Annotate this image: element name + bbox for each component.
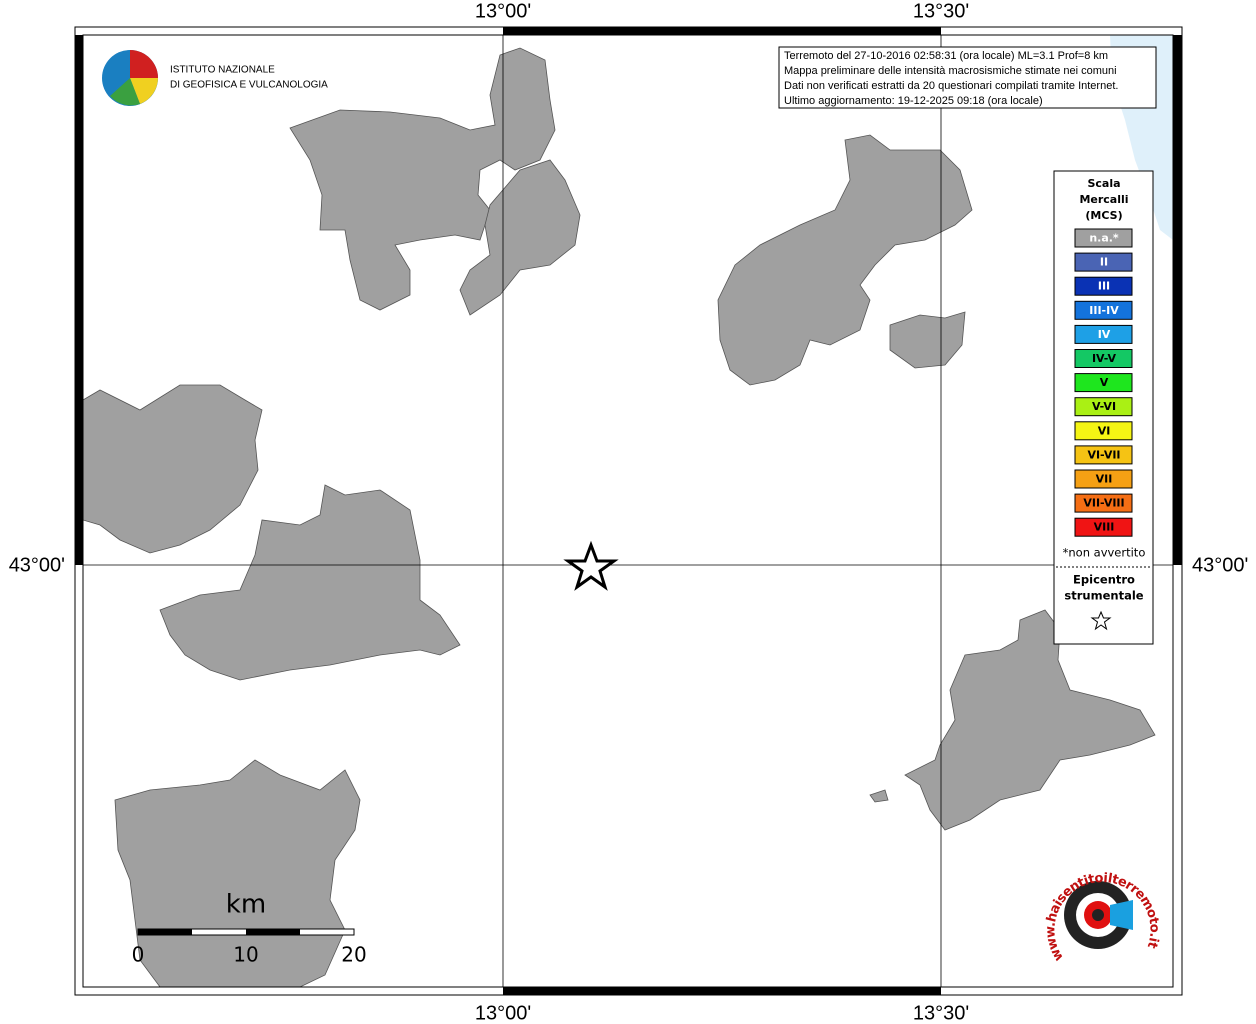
legend-swatch	[1074, 493, 1133, 513]
scale-unit: km	[226, 890, 266, 920]
legend-label: VIII	[1094, 521, 1115, 534]
globe-segment	[130, 50, 158, 78]
frame-bar	[503, 27, 941, 35]
area	[904, 609, 1156, 831]
info-line: Terremoto del 27-10-2016 02:58:31 (ora l…	[784, 50, 1108, 62]
epicenter	[563, 540, 619, 591]
scale-label: 0	[132, 943, 145, 967]
legend-label: VI-VII	[1087, 448, 1120, 461]
legend-label: III-IV	[1089, 304, 1119, 317]
scale-segment	[138, 929, 192, 935]
legend-swatch	[1074, 445, 1133, 465]
area	[289, 47, 556, 311]
legend-label: n.a.*	[1089, 232, 1119, 245]
lat-label: 43°00'	[9, 554, 65, 576]
lon-label: 13°30'	[913, 1002, 969, 1024]
frame-bar	[503, 987, 941, 995]
area	[459, 159, 581, 316]
lon-label: 13°00'	[475, 0, 531, 22]
logo-text: ISTITUTO NAZIONALE	[170, 65, 275, 76]
legend-label: VII	[1096, 473, 1113, 486]
area	[82, 384, 263, 554]
legend-label: III	[1098, 280, 1110, 293]
lat-label: 43°00'	[1192, 554, 1248, 576]
legend-title: Scala	[1087, 177, 1120, 190]
legend-swatch	[1074, 421, 1133, 441]
municipalities	[82, 47, 1156, 988]
legend-swatch	[1074, 300, 1133, 320]
scale-label: 10	[233, 943, 258, 967]
info-line: Dati non verificati estratti da 20 quest…	[784, 80, 1118, 92]
legend-swatch	[1074, 397, 1133, 417]
legend-label: VI	[1098, 424, 1111, 437]
legend-swatch	[1074, 517, 1133, 537]
scale-bar: km 0 10 20	[132, 890, 367, 967]
info-line: Ultimo aggiornamento: 19-12-2025 09:18 (…	[784, 95, 1043, 107]
legend-swatch	[1074, 252, 1133, 272]
area	[159, 484, 461, 681]
lon-label: 13°00'	[475, 1002, 531, 1024]
logo-text: DI GEOFISICA E VULCANOLOGIA	[170, 80, 328, 91]
lon-label: 13°30'	[913, 0, 969, 22]
legend-swatch	[1074, 469, 1133, 489]
frame-bar	[75, 35, 83, 565]
legend-label: V-VI	[1092, 400, 1116, 413]
frame-bar	[1173, 35, 1182, 565]
area	[889, 311, 966, 369]
legend-swatch	[1074, 276, 1133, 296]
legend-swatch	[1074, 349, 1133, 368]
globe-segment	[110, 78, 140, 106]
legend-epicenter: strumentale	[1064, 589, 1143, 603]
legend-label: VII-VIII	[1083, 497, 1124, 510]
legend-swatch	[1074, 324, 1133, 344]
legend-label: II	[1100, 256, 1108, 269]
logo-shape	[1110, 900, 1133, 930]
legend-epicenter: Epicentro	[1073, 573, 1135, 587]
legend: ScalaMercalli(MCS)n.a.*IIIIIIII-IVIVIV-V…	[1063, 177, 1146, 603]
legend-note: *non avvertito	[1063, 546, 1146, 560]
info-lines: Terremoto del 27-10-2016 02:58:31 (ora l…	[784, 50, 1118, 107]
area	[717, 134, 973, 386]
scale-segment	[246, 929, 300, 935]
info-box	[778, 46, 1157, 109]
legend-title: Mercalli	[1079, 193, 1128, 206]
logo-shape	[1092, 909, 1104, 921]
legend-swatch	[1074, 228, 1133, 248]
legend-swatch	[1074, 373, 1133, 393]
legend-label: IV	[1098, 328, 1111, 341]
legend-label: IV-V	[1092, 352, 1117, 365]
legend-title: (MCS)	[1085, 209, 1122, 222]
globe-segment	[130, 78, 158, 104]
info-line: Mappa preliminare delle intensità macros…	[784, 65, 1117, 77]
area	[869, 789, 889, 803]
legend-label: V	[1100, 376, 1109, 389]
ingv-logo: ISTITUTO NAZIONALE DI GEOFISICA E VULCAN…	[102, 50, 328, 106]
scale-label: 20	[341, 943, 366, 967]
legend-star	[1090, 610, 1112, 631]
